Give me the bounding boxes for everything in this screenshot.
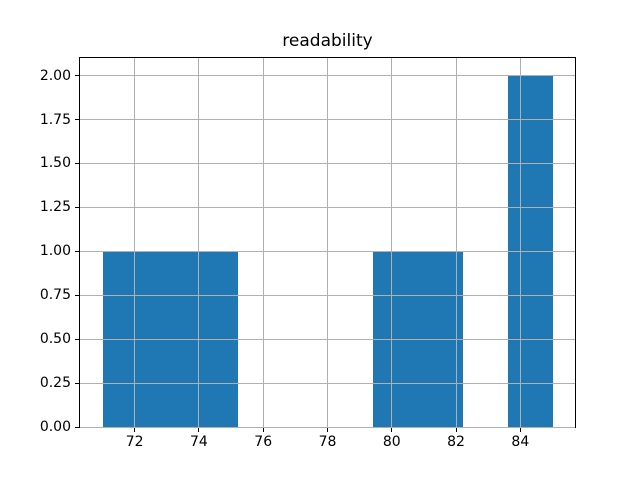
x-tick-label: 82 [447,434,465,450]
y-tick-mark [75,338,79,340]
x-gridline [134,58,136,427]
chart-title: readability [282,31,373,51]
y-tick-label: 1.75 [39,111,71,128]
x-tick-label: 84 [511,434,530,450]
x-gridline [455,58,457,427]
y-tick-label: 0.75 [39,287,71,304]
x-tick-mark [198,428,200,432]
y-gridline [80,75,575,77]
y-gridline [80,162,575,164]
y-tick-label: 1.25 [39,199,71,216]
y-tick-mark [75,294,79,296]
y-tick-label: 0.25 [39,375,71,392]
x-gridline [262,58,264,427]
x-tick-mark [134,428,136,432]
y-gridline [80,338,575,340]
x-tick-label: 78 [318,434,337,450]
y-tick-mark [75,206,79,208]
x-tick-mark [455,428,457,432]
x-tick-label: 76 [254,434,273,450]
x-tick-mark [391,428,393,432]
y-tick-label: 1.00 [39,243,71,260]
y-tick-label: 2.00 [39,67,71,84]
y-gridline [80,294,575,296]
grid-layer [80,58,575,428]
x-tick-label: 74 [190,434,208,450]
y-tick-mark [75,250,79,252]
y-gridline [80,426,575,428]
x-gridline [327,58,328,427]
x-gridline [198,58,200,427]
y-tick-mark [75,382,79,384]
plot-area [79,57,576,428]
y-tick-label: 0.50 [39,331,71,348]
y-tick-mark [75,162,79,164]
y-tick-mark [75,426,79,428]
x-tick-mark [327,428,328,432]
x-gridline [391,58,393,427]
y-gridline [80,119,575,120]
x-gridline [519,58,521,427]
x-tick-mark [519,428,521,432]
x-tick-label: 80 [382,434,401,450]
y-gridline [80,250,575,252]
y-tick-label: 0.00 [39,419,71,435]
x-tick-mark [262,428,264,432]
y-tick-label: 1.50 [39,155,71,172]
y-gridline [80,206,575,208]
y-tick-mark [75,119,79,120]
y-tick-mark [75,75,79,77]
x-tick-label: 72 [125,434,144,450]
y-gridline [80,382,575,384]
